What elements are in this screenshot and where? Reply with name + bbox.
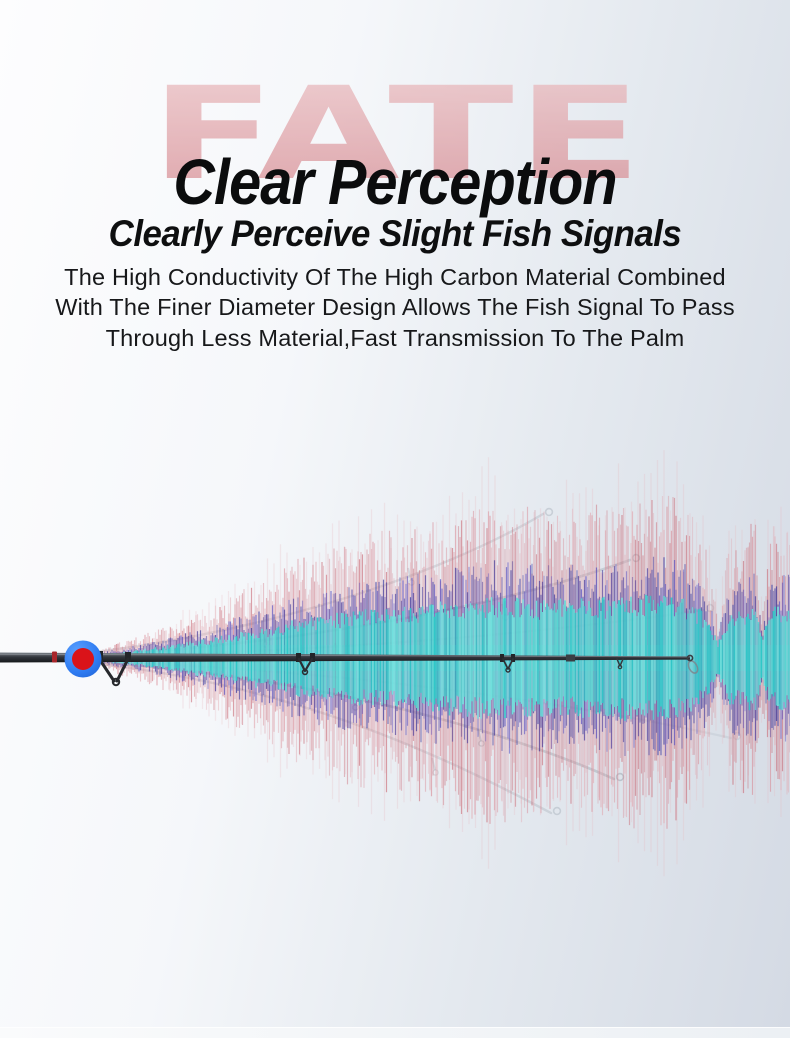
pivot-inner-dot	[72, 648, 94, 670]
page-title: Clear Perception	[173, 145, 617, 218]
rod-red-wrap	[52, 651, 57, 663]
description-line: The High Conductivity Of The High Carbon…	[64, 263, 726, 290]
signal-waveform	[99, 450, 790, 877]
description-line: With The Finer Diameter Design Allows Th…	[55, 294, 735, 320]
section-divider	[0, 1027, 790, 1038]
pivot-marker	[64, 640, 102, 678]
brand-watermark: FATE	[150, 60, 645, 209]
page-subtitle: Clearly Perceive Slight Fish Signals	[108, 212, 682, 254]
description-line: Through Less Material,Fast Transmission …	[105, 324, 685, 351]
description-text: The High Conductivity Of The High Carbon…	[0, 262, 790, 354]
